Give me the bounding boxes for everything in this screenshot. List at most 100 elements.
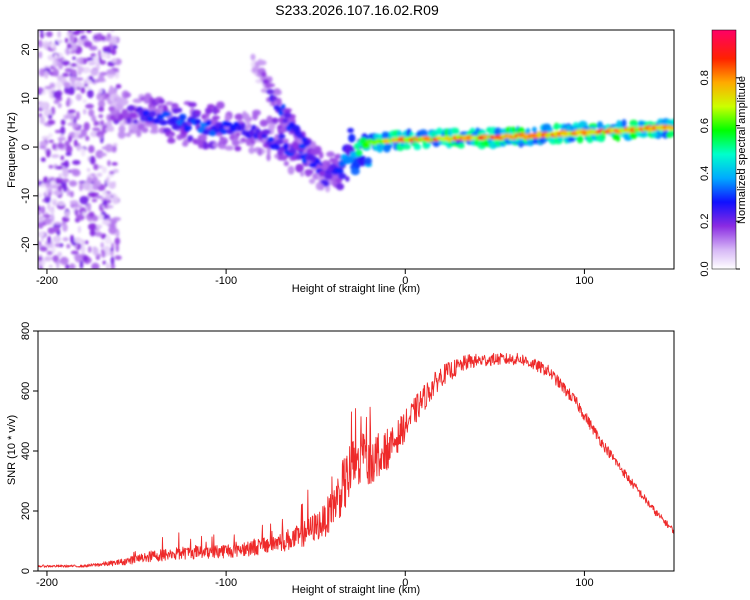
spectrogram-cell (346, 145, 355, 154)
spectrogram-cell (104, 237, 113, 245)
spectrogram-cell (115, 243, 119, 253)
spectrogram-cell (38, 261, 42, 267)
spectrogram-cell (72, 43, 77, 51)
spectrogram-cell (511, 126, 516, 133)
spectrogram-cell (165, 101, 174, 106)
spectrogram-cell (75, 214, 85, 221)
spectrogram-cell (205, 107, 214, 114)
spectrogram-cell (546, 127, 554, 133)
spectrogram-cell (79, 260, 84, 269)
spectrogram-cell (97, 180, 101, 187)
spectrogram-cell (295, 163, 304, 173)
spectrogram-cell (62, 237, 69, 242)
spectrogram-cell (88, 61, 96, 66)
spectrogram-cell (42, 214, 52, 218)
spectrogram-cell (275, 139, 284, 145)
spectrogram-cell (62, 72, 69, 78)
spectrogram-cell (53, 184, 58, 190)
spectrogram-cell (214, 108, 221, 114)
spectrogram-cell (117, 130, 126, 139)
spectrogram-cell (103, 252, 111, 256)
spectrogram-cell (323, 172, 333, 180)
snr-y-tick-label: 600 (20, 382, 32, 400)
spectrogram-cell (80, 147, 86, 157)
spectrogram-cell (335, 178, 343, 184)
spectrogram-cell (110, 256, 115, 266)
spectrogram-cell (47, 203, 51, 211)
spectrogram-cell (60, 155, 65, 161)
spectrogram-cell (233, 121, 240, 128)
spectrogram-cell (38, 240, 42, 246)
spectrogram-cell (457, 142, 465, 149)
spectrogram-cell (52, 143, 57, 151)
spectrogram-cell (415, 141, 420, 147)
spectrogram-cell (83, 121, 90, 131)
spectrogram-cell (57, 102, 62, 109)
spectrogram-cell (40, 205, 46, 215)
spectrogram-cell (308, 162, 318, 168)
spectrogram-cell (63, 160, 70, 168)
spectrogram-cell (70, 63, 78, 67)
spectrogram-cell (305, 170, 312, 177)
spectrogram-cell (271, 95, 278, 101)
spectrogram-cell (240, 123, 246, 131)
spectrogram-cell (318, 170, 325, 177)
spectrogram-cell (112, 145, 117, 150)
spectrogram-cell (418, 129, 429, 139)
spectrogram-cell (123, 92, 132, 98)
snr-x-tick-label: 100 (575, 577, 593, 589)
spectrogram-cell (129, 112, 138, 119)
spectrogram-cell (112, 143, 118, 147)
spectrogram-cell (88, 223, 97, 231)
spectrogram-cell (297, 136, 304, 145)
spectrogram-cell (82, 99, 87, 104)
spectrogram-cell (74, 127, 82, 131)
spectrogram-cell (39, 101, 49, 110)
spectrogram-cell (98, 88, 103, 94)
spectrogram-cell (38, 145, 46, 149)
spectrogram-cell (75, 111, 80, 120)
spectrogram-y-tick-label: -10 (20, 188, 32, 204)
spectrogram-cell (65, 210, 70, 219)
spectrogram-cell (99, 152, 107, 157)
spectrogram-cell (40, 157, 46, 162)
snr-series-line (38, 352, 674, 568)
spectrogram-cell (98, 99, 106, 109)
spectrogram-cell (80, 86, 86, 94)
spectrogram-cell (169, 116, 179, 124)
spectrogram-cell (240, 137, 247, 143)
spectrogram-cell (101, 35, 107, 42)
spectrogram-cell (112, 216, 121, 222)
spectrogram-cell (77, 38, 83, 44)
spectrogram-cell (100, 52, 110, 59)
spectrogram-cell (552, 124, 559, 130)
spectrogram-cell (61, 178, 70, 183)
spectrogram-cell (93, 163, 99, 171)
spectrogram-cell (250, 53, 256, 61)
colorbar-tick-label: 0.4 (699, 166, 711, 181)
spectrogram-cell (88, 109, 95, 117)
spectrogram-cell (278, 109, 284, 117)
spectrogram-cell (132, 98, 143, 104)
spectrogram-cell (106, 262, 110, 269)
spectrogram-cell (248, 117, 253, 122)
spectrogram-y-axis-label: Frequency (Hz) (6, 112, 18, 188)
spectrogram-cell (76, 77, 84, 81)
spectrogram-cell (212, 115, 221, 120)
spectrogram-cell (267, 136, 275, 143)
spectrogram-cell (38, 215, 45, 223)
spectrogram-cell (38, 211, 41, 216)
snr-x-tick-label: -100 (215, 577, 237, 589)
spectrogram-cell (111, 162, 118, 166)
spectrogram-cell (89, 156, 96, 165)
spectrogram-cell (79, 30, 85, 34)
spectrogram-x-ticks: -200 -100 0 100 (36, 269, 594, 287)
spectrogram-cell (222, 139, 227, 146)
spectrogram-cell (322, 180, 330, 187)
spectrogram-cell (359, 157, 367, 167)
spectrogram-cell (223, 121, 233, 128)
spectrogram-cell (288, 148, 297, 154)
spectrogram-cell (38, 255, 43, 262)
snr-x-ticks: -200 -100 0 100 (36, 571, 594, 589)
spectrogram-cell (600, 133, 606, 139)
